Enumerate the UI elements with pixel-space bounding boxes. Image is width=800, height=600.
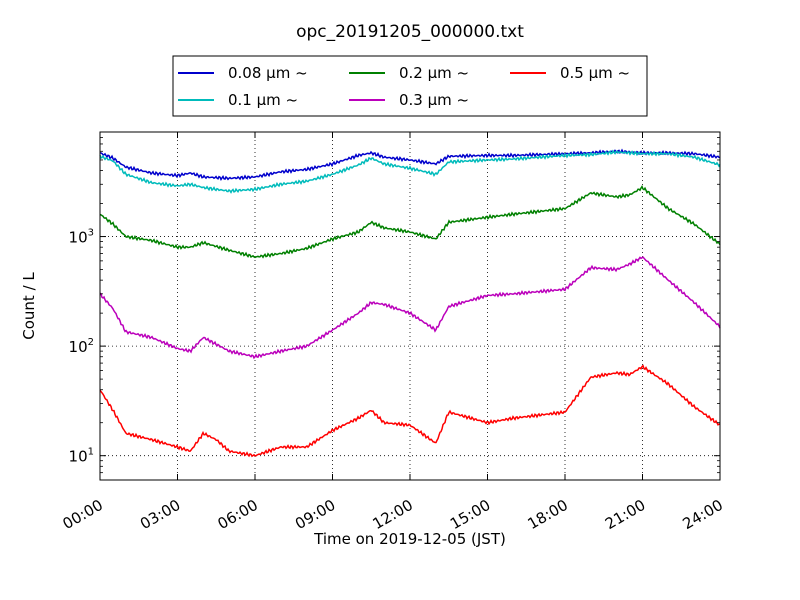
x-tick-labels: 00:00 03:00 06:00 09:00 12:00 15:00 18:00 21:00… [60,496,726,533]
y-tick-label: 101 [69,447,94,466]
legend-box [172,55,648,117]
series-line-1 [99,149,721,194]
y-tick-labels: 101 102 103 [69,228,94,466]
series-layer [99,148,721,458]
series-line-2 [99,185,721,259]
x-tick-label: 12:00 [370,496,416,533]
x-tick-label: 18:00 [525,496,571,533]
legend-label-3: 0.3 μm ~ [399,91,469,109]
series-line-4 [99,364,721,458]
y-axis-label: Count / L [20,272,38,340]
legend: 0.08 μm ~ 0.1 μm ~ 0.2 μm ~ 0.3 μm ~ 0.5 μm … [172,55,648,117]
x-tick-label: 09:00 [292,496,338,533]
legend-label-2: 0.2 μm ~ [399,64,469,82]
chart-title: opc_20191205_000000.txt [296,22,524,42]
series-line-3 [99,256,721,360]
x-tick-label: 03:00 [137,496,183,533]
x-axis-label: Time on 2019-12-05 (JST) [313,530,506,548]
legend-label-0: 0.08 μm ~ [228,64,308,82]
y-tick-label: 102 [69,337,94,356]
y-tick-label: 103 [69,228,94,247]
x-tick-label: 24:00 [680,496,726,533]
legend-label-1: 0.1 μm ~ [228,91,298,109]
x-tick-label: 00:00 [60,496,106,533]
ticks [99,131,721,481]
legend-label-4: 0.5 μm ~ [560,64,630,82]
x-tick-label: 15:00 [447,496,493,533]
x-tick-label: 21:00 [602,496,648,533]
grid [100,132,720,480]
x-tick-label: 06:00 [215,496,261,533]
